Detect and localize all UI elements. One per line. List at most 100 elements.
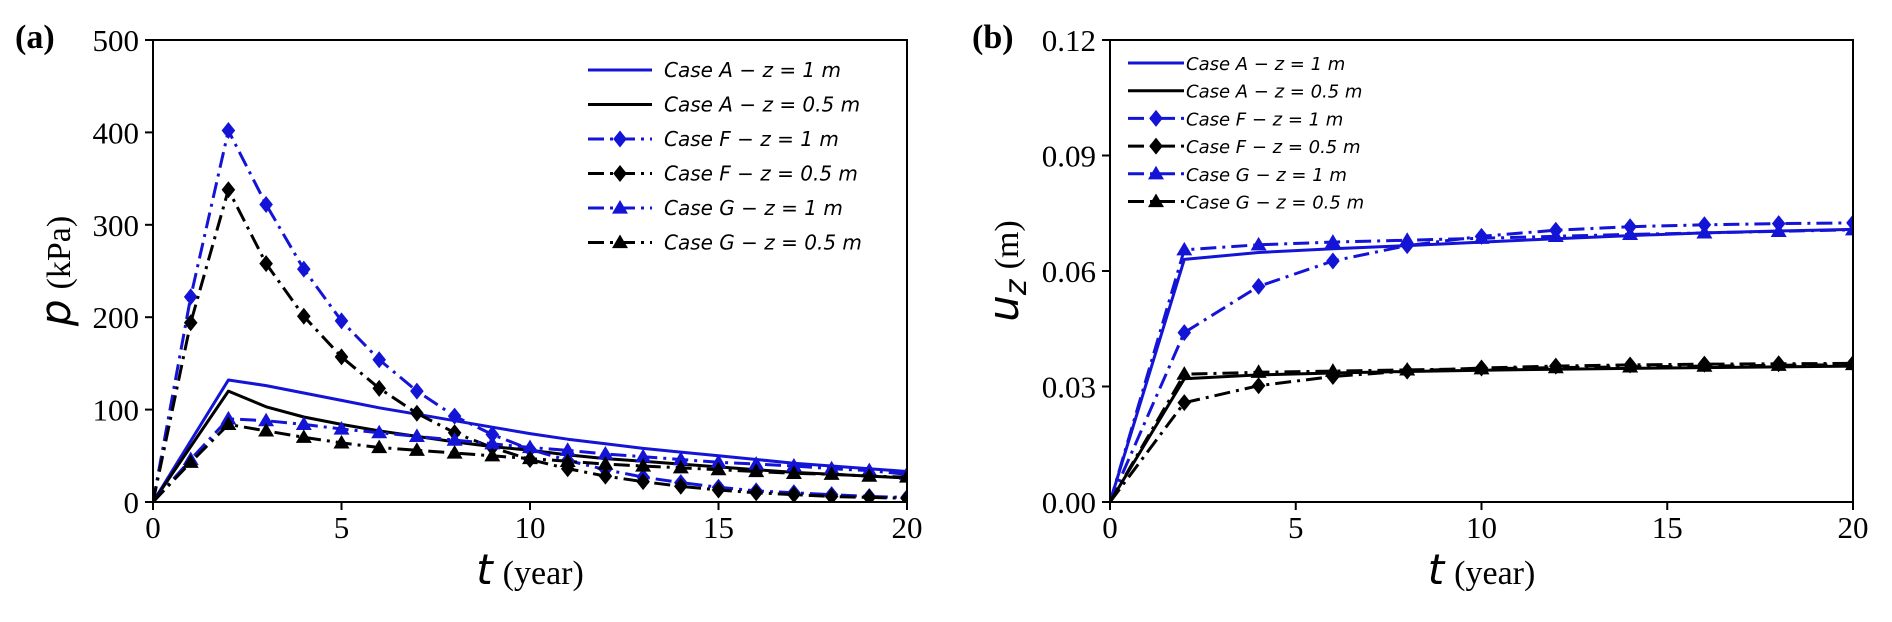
- data-point-3-15: [711, 481, 726, 499]
- panel-label: (a): [15, 19, 55, 56]
- series-line-1: [1110, 364, 1853, 502]
- legend-entry-0: Case A − z = 1 m: [664, 58, 841, 82]
- data-point-3-2: [1251, 377, 1266, 395]
- data-point-4-3: [1324, 234, 1341, 248]
- data-point-3-17: [787, 486, 801, 502]
- data-point-4-1: [1176, 241, 1193, 256]
- y-tick-label: 0.00: [1042, 485, 1096, 520]
- data-point-4-5: [1473, 230, 1490, 244]
- data-point-2-5: [334, 312, 349, 330]
- data-point-5-8: [1696, 358, 1713, 372]
- data-point-4-4: [295, 416, 312, 430]
- panel-b: (b) 0 5 10 15 20 0.00 0.03 0.06 0.09 0.12 t (year) uz…: [972, 19, 1869, 594]
- data-point-4-7: [1622, 226, 1639, 241]
- y-tick-label: 0.12: [1042, 23, 1096, 58]
- data-point-4-6: [1547, 228, 1564, 242]
- data-point-3-19: [862, 488, 877, 502]
- data-point-3-18: [824, 487, 839, 502]
- data-point-5-7: [408, 442, 425, 456]
- legend-entry-1: Case A − z = 0.5 m: [1186, 82, 1362, 103]
- legend: Case A − z = 1 m Case A − z = 0.5 m Case F…: [1128, 54, 1364, 214]
- data-point-5-2: [220, 416, 237, 430]
- legend-marker-3: [1149, 137, 1163, 155]
- legend-marker-4: [612, 200, 628, 214]
- data-point-5-7: [1622, 358, 1639, 373]
- x-axis-label: t (year): [476, 545, 584, 594]
- data-point-3-6: [372, 379, 386, 397]
- data-point-2-1: [1177, 324, 1192, 342]
- series-line-3: [153, 188, 907, 502]
- data-point-2-1: [183, 288, 198, 306]
- x-tick-label: 5: [1288, 510, 1304, 545]
- data-point-5-15: [710, 461, 727, 476]
- x-axis-label: t (year): [1428, 545, 1536, 594]
- series-line-0: [153, 378, 907, 502]
- data-point-2-8: [447, 407, 462, 425]
- legend-marker-5: [612, 234, 628, 249]
- data-point-4-16: [748, 456, 765, 470]
- legend-entry-2: Case F − z = 1 m: [664, 127, 839, 151]
- data-point-5-17: [785, 465, 802, 479]
- data-point-3-14: [674, 477, 688, 495]
- x-tick-label: 20: [1838, 510, 1869, 545]
- legend-entry-2: Case F − z = 1 m: [1186, 109, 1343, 130]
- legend-entry-4: Case G − z = 1 m: [1186, 165, 1347, 186]
- data-point-2-9: [485, 426, 500, 444]
- data-point-3-4: [297, 307, 311, 325]
- data-point-3-3: [259, 255, 273, 273]
- legend-marker-5: [1148, 193, 1164, 208]
- data-point-3-12: [598, 467, 613, 485]
- data-point-5-14: [672, 459, 689, 474]
- y-tick-label: 0.09: [1042, 139, 1096, 174]
- data-point-4-4: [1399, 232, 1416, 246]
- data-point-5-10: [1845, 356, 1853, 371]
- data-point-5-4: [295, 429, 312, 443]
- y-tick-label: 500: [93, 23, 140, 58]
- data-point-5-5: [1473, 360, 1490, 375]
- data-point-5-13: [635, 457, 652, 472]
- legend-marker-2: [613, 130, 627, 148]
- x-tick-label: 15: [1652, 510, 1683, 545]
- series-line-5: [1110, 363, 1853, 502]
- legend-entry-4: Case G − z = 1 m: [664, 196, 843, 220]
- data-point-5-3: [258, 422, 275, 437]
- legend-entry-5: Case G − z = 0.5 m: [664, 231, 862, 255]
- legend-entry-0: Case A − z = 1 m: [1186, 54, 1345, 75]
- data-point-4-6: [371, 424, 388, 439]
- data-point-5-1: [1176, 366, 1193, 380]
- data-point-4-10: [522, 439, 538, 454]
- data-point-2-8: [1697, 216, 1712, 234]
- data-point-5-9: [484, 447, 501, 462]
- x-tick-label: 10: [1466, 510, 1497, 545]
- data-point-3-1: [183, 314, 198, 332]
- y-tick-label: 300: [93, 208, 140, 243]
- legend-marker-2: [1149, 109, 1163, 127]
- data-point-4-9: [484, 435, 501, 450]
- data-point-2-3: [1326, 252, 1340, 270]
- x-tick-label: 5: [334, 510, 350, 545]
- x-tick-label: 0: [145, 510, 161, 545]
- data-point-5-3: [1324, 363, 1341, 377]
- y-tick-label: 200: [93, 300, 140, 335]
- data-point-4-10: [1845, 221, 1853, 236]
- series-line-3: [1110, 361, 1853, 502]
- data-point-5-2: [1250, 364, 1267, 378]
- x-tick-label: 20: [892, 510, 923, 545]
- data-point-4-2: [1250, 236, 1267, 251]
- data-point-4-11: [559, 442, 576, 456]
- data-point-5-11: [559, 453, 576, 467]
- y-tick-label: 400: [93, 115, 140, 150]
- x-tick-label: 15: [703, 510, 734, 545]
- data-point-3-1: [1177, 394, 1192, 412]
- data-point-5-1: [182, 454, 199, 468]
- y-tick-label: 0.03: [1042, 370, 1096, 405]
- data-point-5-9: [1770, 357, 1787, 371]
- data-point-5-6: [371, 439, 388, 454]
- data-point-4-12: [597, 445, 614, 460]
- legend-marker-3: [613, 165, 627, 182]
- data-point-4-8: [446, 432, 463, 446]
- series-line-1: [153, 389, 907, 502]
- data-point-4-9: [1770, 223, 1787, 237]
- x-tick-label: 0: [1102, 510, 1118, 545]
